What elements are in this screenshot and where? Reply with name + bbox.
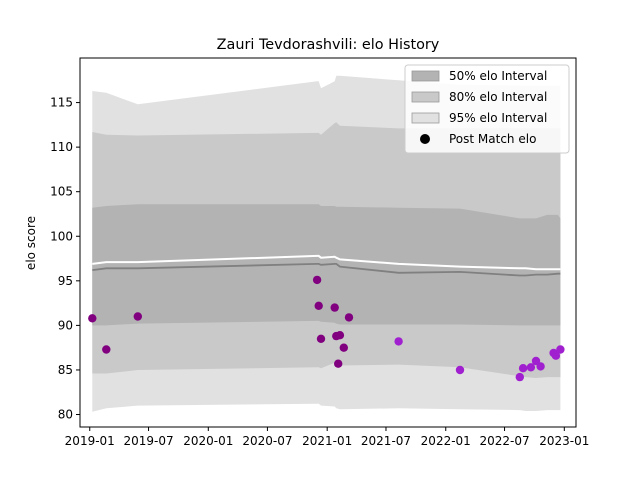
lines-layer — [92, 254, 561, 277]
mean-line — [92, 254, 561, 271]
data-point — [102, 345, 111, 354]
data-point — [133, 312, 142, 321]
legend-swatch-band-50 — [411, 70, 440, 82]
x-tick-label: 2020-01 — [183, 434, 233, 448]
data-point — [334, 359, 343, 368]
x-tick-label: 2022-07 — [479, 434, 529, 448]
x-tick-label: 2021-01 — [302, 434, 352, 448]
x-tick-label: 2019-01 — [65, 434, 115, 448]
legend-label: Post Match elo — [449, 132, 536, 146]
x-tick-label: 2021-07 — [361, 434, 411, 448]
y-axis-label: elo score — [24, 216, 38, 270]
legend-box — [404, 64, 570, 154]
y-tick-label: 95 — [58, 274, 73, 288]
legend-label: 80% elo Interval — [449, 90, 547, 104]
data-point — [515, 372, 524, 382]
y-tick-label: 115 — [50, 96, 73, 110]
bands-layer — [92, 75, 561, 412]
data-point — [88, 314, 97, 323]
plot-area — [88, 75, 565, 412]
y-tick-label: 85 — [58, 363, 73, 377]
data-point — [344, 313, 354, 322]
data-point — [314, 301, 323, 310]
chart-title: Zauri Tevdorashvili: elo History — [217, 37, 440, 53]
data-point — [394, 337, 403, 346]
y-tick-label: 105 — [50, 185, 73, 199]
data-point — [518, 364, 528, 373]
data-point — [551, 351, 561, 360]
y-tick-label: 110 — [50, 140, 73, 154]
data-point — [330, 303, 339, 312]
data-point — [312, 275, 322, 285]
legend-marker — [420, 134, 430, 144]
x-tick-label: 2020-07 — [242, 434, 292, 448]
data-point — [536, 362, 545, 371]
median-line — [92, 263, 561, 277]
x-tick-label: 2023-01 — [539, 434, 589, 448]
data-point — [455, 365, 465, 375]
data-point — [526, 363, 536, 372]
x-tick-label: 2022-01 — [421, 434, 471, 448]
axes-frame — [79, 57, 577, 428]
data-point — [335, 331, 345, 340]
legend-swatch-band-80 — [411, 91, 440, 103]
data-point — [339, 343, 348, 352]
points-layer — [88, 275, 565, 382]
y-tick-label: 100 — [50, 229, 73, 243]
axes-layer: 80 85 90 95 100 105 110 115 2019-01 2019-07 2020-0… — [50, 57, 589, 448]
x-tick-label: 2019-07 — [123, 434, 173, 448]
legend-label: 50% elo Interval — [449, 69, 547, 83]
y-tick-label: 90 — [58, 318, 73, 332]
y-tick-label: 80 — [58, 408, 73, 422]
data-point — [556, 345, 565, 354]
legend-swatch-band-95 — [411, 112, 440, 124]
legend: 50% elo Interval 80% elo Interval 95% elo … — [404, 64, 570, 154]
data-point — [316, 334, 326, 343]
legend-label: 95% elo Interval — [449, 111, 547, 125]
